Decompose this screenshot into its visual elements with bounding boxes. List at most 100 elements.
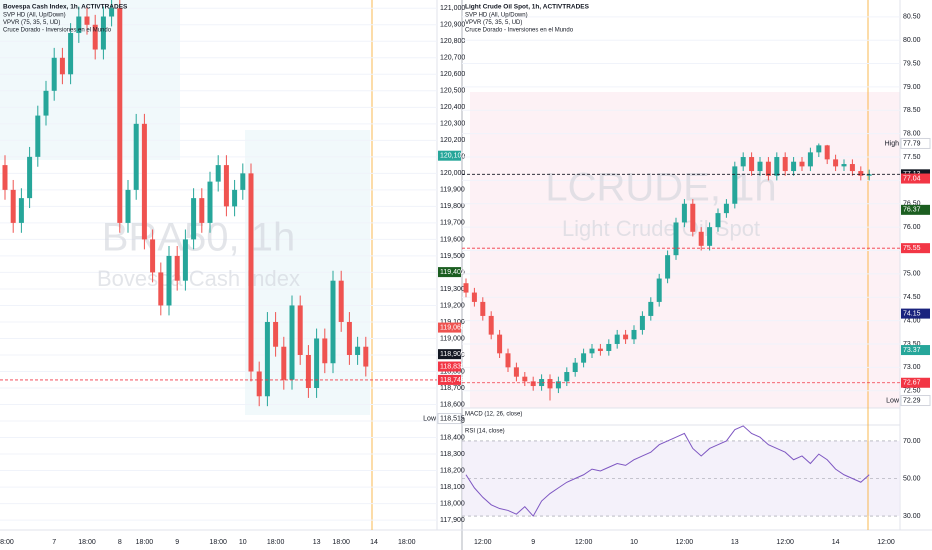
y-tick-label: 118,100 — [440, 484, 465, 491]
price-badge — [438, 267, 461, 278]
y-tick-label: 80.00 — [903, 37, 921, 44]
candle-body — [166, 255, 172, 306]
y-tick-label: 120,000 — [440, 170, 465, 177]
candle-body — [68, 33, 74, 75]
price-badge — [901, 243, 930, 254]
price-badge-label: 119,066 — [440, 324, 465, 331]
candle-body — [355, 346, 361, 355]
candle-body — [207, 181, 213, 223]
price-badge-label: 77.79 — [903, 140, 921, 147]
y-tick-label: 120,400 — [440, 104, 465, 111]
price-badge-label: 118,749 — [440, 377, 465, 384]
candle-body — [84, 16, 90, 25]
candle-body — [191, 198, 197, 240]
legend-line: SVP HD (All, Up/Down) — [3, 13, 66, 19]
y-tick-label: 121,000 — [440, 5, 465, 12]
price-badge — [901, 345, 930, 356]
candle-body — [732, 166, 738, 204]
candle-body — [141, 123, 147, 240]
candle-body — [513, 367, 519, 377]
legend-line: VPVR (75, 35, 5, UD) — [3, 20, 60, 26]
candle-body — [314, 338, 320, 389]
y-tick-label: 119,300 — [440, 286, 465, 293]
candle-body — [749, 157, 755, 172]
candle-body — [723, 203, 729, 214]
candle-body — [539, 379, 545, 387]
candle-body — [223, 165, 229, 207]
y-tick-label: 118,400 — [440, 434, 465, 441]
price-badge — [901, 377, 930, 388]
candle-body — [631, 329, 637, 340]
candle-body — [463, 283, 469, 293]
y-tick-label: 74.50 — [903, 294, 921, 301]
candle-body — [774, 157, 780, 176]
price-badge — [438, 349, 461, 360]
rsi-line — [465, 425, 870, 517]
y-tick-label: 79.50 — [903, 60, 921, 67]
candle-body — [639, 315, 645, 330]
candle-body — [681, 203, 687, 223]
candle-body — [480, 301, 486, 316]
y-tick-label: 118,700 — [440, 385, 465, 392]
x-tick-label: 18:00 — [398, 539, 416, 546]
price-badge-label: 73.37 — [903, 347, 921, 354]
candle-body — [76, 16, 82, 34]
watermark: Bovespa Cash Index — [97, 266, 300, 291]
candle-body — [547, 379, 553, 389]
price-badge — [900, 137, 931, 149]
x-tick-label: 18:00 — [209, 539, 227, 546]
range-box — [0, 0, 180, 160]
x-tick-label: 12:00 — [474, 539, 492, 546]
y-tick-label: 119,600 — [440, 236, 465, 243]
price-badge-label: 77.04 — [903, 175, 921, 182]
price-badge-label: 72.29 — [903, 397, 921, 404]
x-tick-label: 18:00 — [267, 539, 285, 546]
price-badge — [900, 395, 931, 407]
candle-body — [256, 371, 262, 397]
y-tick-label: 120,700 — [440, 55, 465, 62]
legend-line: SVP HD (All, Up/Down) — [465, 13, 528, 19]
y-tick-label: 119,500 — [440, 253, 465, 260]
rsi-tick-label: 70.00 — [903, 438, 921, 445]
y-tick-label: 78.00 — [903, 131, 921, 138]
price-badge — [438, 150, 461, 161]
candle-body — [623, 334, 629, 340]
candle-body — [297, 305, 303, 355]
candle-body — [648, 301, 654, 316]
price-badge-label: 74.15 — [903, 310, 921, 317]
price-badge-tag: High — [885, 140, 900, 147]
candle-body — [338, 280, 344, 322]
candle-body — [555, 381, 561, 389]
candle-body — [799, 161, 805, 167]
y-tick-label: 72.50 — [903, 388, 921, 395]
y-tick-label: 120,300 — [440, 121, 465, 128]
price-badge-label: 118,905 — [440, 351, 465, 358]
range-box — [470, 92, 900, 408]
candle-body — [849, 164, 855, 172]
x-tick-label: 12:00 — [676, 539, 694, 546]
candle-body — [43, 90, 49, 116]
x-tick-label: 18:00 — [78, 539, 96, 546]
candle-body — [281, 346, 287, 380]
price-badge-label: 120,107 — [440, 153, 465, 160]
y-tick-label: 118,800 — [440, 368, 465, 375]
candle-body — [10, 189, 16, 223]
x-tick-label: 12:00 — [776, 539, 794, 546]
x-tick-label: 9 — [531, 539, 535, 546]
candle-body — [240, 173, 246, 190]
price-badge-label: 72.67 — [903, 380, 921, 387]
candle-body — [182, 239, 188, 281]
candle-body — [158, 272, 164, 306]
y-tick-label: 117,900 — [440, 517, 465, 524]
price-badge — [901, 308, 930, 319]
x-tick-label: 13 — [731, 539, 739, 546]
candle-body — [707, 227, 713, 246]
y-tick-label: 73.50 — [903, 341, 921, 348]
price-badge — [438, 322, 461, 333]
candle-body — [614, 334, 620, 344]
candle-body — [589, 348, 595, 354]
price-badge-tag: Low — [423, 415, 437, 422]
candle-body — [572, 362, 578, 373]
x-tick-label: 13 — [313, 539, 321, 546]
